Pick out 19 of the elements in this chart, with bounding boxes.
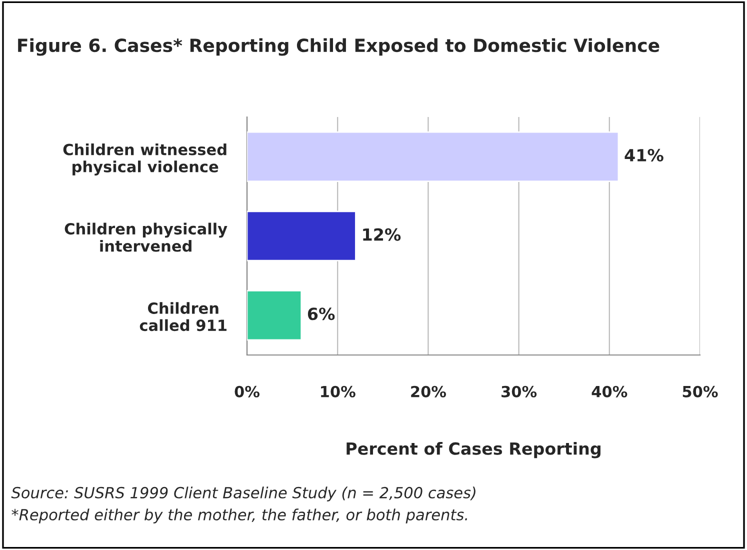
source-note: Source: SUSRS 1999 Client Baseline Study (n = 2,500 cases): [11, 486, 476, 502]
bar: [247, 290, 302, 341]
x-tick-label: 40%: [592, 386, 628, 398]
chart-title: Figure 6. Cases* Reporting Child Exposed to Domestic Violence: [18, 38, 660, 56]
y-tick-label: Children physically intervened: [64, 222, 228, 252]
data-label: 6%: [308, 308, 335, 320]
x-tick-label: 10%: [321, 386, 356, 398]
text: *Reported either by the mother, the father, or both parents.: [12, 508, 468, 524]
x-tick-label: 30%: [502, 386, 537, 398]
x-axis-title: Percent of Cases Reporting: [346, 442, 600, 458]
y-tick-label: Children witnessed physical violence: [63, 143, 226, 176]
data-label: 41%: [624, 148, 664, 162]
bar: [247, 131, 620, 182]
data-label: 12%: [363, 228, 401, 241]
x-tick-label: 0%: [234, 386, 260, 398]
x-tick-label: 20%: [411, 386, 446, 398]
y-tick-label: Children called 911: [140, 302, 227, 332]
bar: [247, 210, 356, 262]
x-tick-label: 50%: [682, 386, 718, 398]
